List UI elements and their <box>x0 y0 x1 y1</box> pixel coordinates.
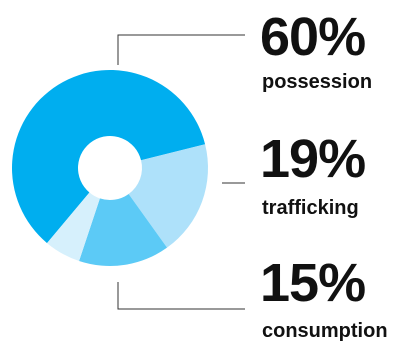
category-label: trafficking <box>262 197 359 219</box>
donut-segment <box>47 192 100 261</box>
value-label: 60% <box>260 7 365 67</box>
value-label: 19% <box>260 129 365 189</box>
donut-segment <box>128 144 208 248</box>
category-label: consumption <box>262 320 388 342</box>
donut-segment <box>79 194 168 266</box>
donut-segment <box>11 70 206 244</box>
leader-line <box>117 34 245 65</box>
category-label: possession <box>262 71 372 93</box>
leader-line <box>117 282 245 310</box>
value-label: 15% <box>260 253 365 313</box>
